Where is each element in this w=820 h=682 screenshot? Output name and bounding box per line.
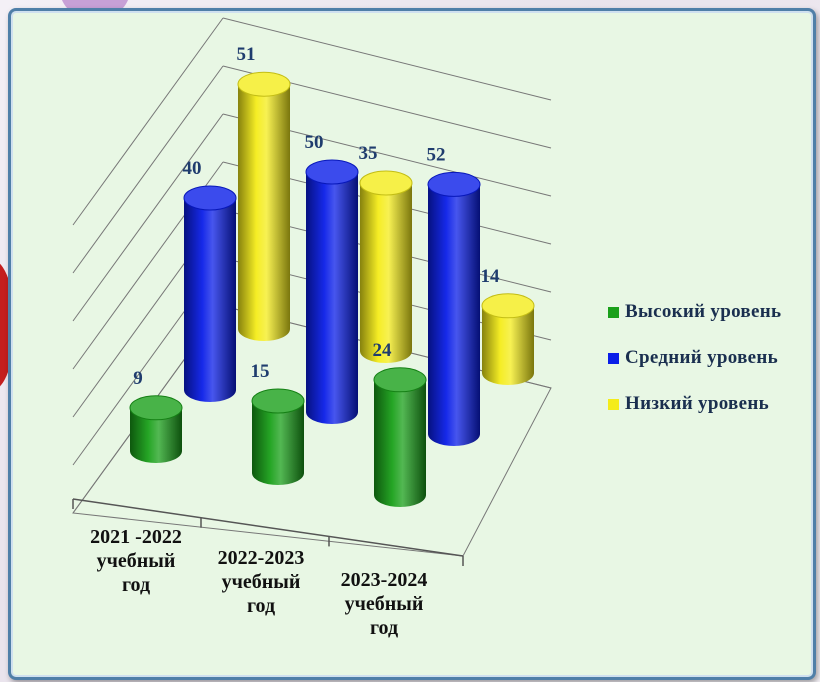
bar-body [184,198,236,390]
bar-top [373,367,427,393]
legend-label-low: Низкий уровень [625,393,769,414]
data-label: 51 [237,44,256,65]
bar-top [427,171,481,197]
bar-bottom [482,361,534,385]
gridline-back [222,17,552,101]
bar-bottom [428,422,480,446]
legend-swatch-low [608,398,619,410]
chart-frame: 51 35 14 40 50 52 9 15 24 Высокий уровень Средни… [8,8,816,680]
bar-bottom [130,439,182,463]
legend-swatch-high [608,306,619,318]
bar-bottom [238,317,290,341]
bar-top [481,293,535,319]
data-label: 50 [305,132,324,153]
legend-label-medium: Средний уровень [625,347,778,368]
x-axis [72,498,464,557]
bar-top [237,71,291,97]
floor [72,305,552,557]
bar-body [374,379,426,495]
bar [237,71,291,341]
gridline-side [72,113,224,322]
bar-body [360,183,412,351]
data-label: 35 [359,143,378,164]
bar [427,171,481,446]
data-label: 15 [251,361,270,382]
bar [129,395,183,463]
bar-bottom [374,483,426,507]
data-label: 52 [427,144,446,165]
bar [481,293,535,385]
data-label: 40 [183,158,202,179]
data-label: 9 [133,368,143,389]
bar-bottom [360,339,412,363]
legend-item-medium: Средний уровень [608,344,781,372]
bar [251,388,305,485]
gridline-side [72,17,224,226]
data-label: 14 [481,266,501,287]
bar-chart: 51 35 14 40 50 52 9 15 24 [72,17,552,566]
legend-swatch-medium [608,352,619,364]
bar [373,367,427,507]
bar-top [183,185,237,211]
bar [183,185,237,402]
bar-bottom [252,461,304,485]
bar-top [251,388,305,414]
category-label-2023: 2023-2024 учебный год [340,569,428,639]
category-label-2022: 2022-2023 учебный год [217,547,305,617]
bar-top [129,395,183,421]
legend-item-high: Высокий уровень [608,298,781,326]
bar-body [238,84,290,329]
bar-top [359,170,413,196]
legend-label-high: Высокий уровень [625,301,782,322]
bar [359,170,413,363]
data-label: 24 [373,340,393,361]
bar-body [428,184,480,434]
legend: Высокий уровень Средний уровень Низкий у… [608,298,781,436]
gridline-side [72,65,224,274]
bar-bottom [306,400,358,424]
category-label-2021: 2021 -2022 учебный год [90,526,182,596]
bar [305,159,359,424]
bar-body [306,172,358,412]
legend-item-low: Низкий уровень [608,390,781,418]
bar-top [305,159,359,185]
bar-bottom [184,378,236,402]
